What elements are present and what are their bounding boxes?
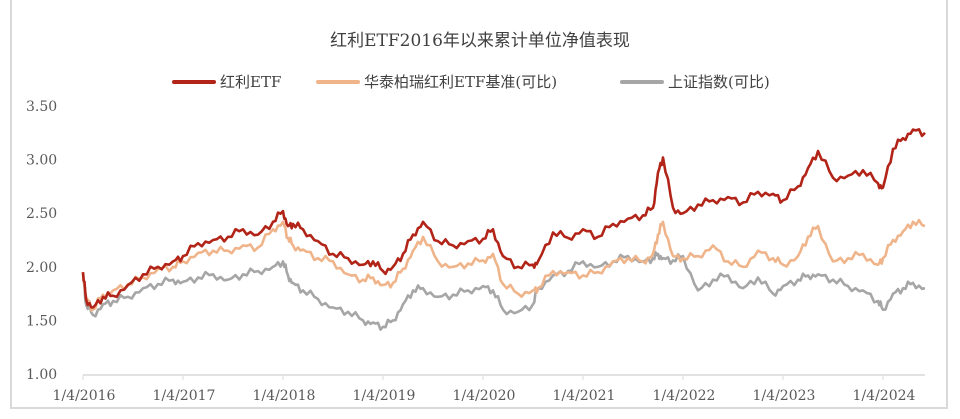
chart-legend: 红利ETF 华泰柏瑞红利ETF基准(可比) 上证指数(可比) xyxy=(0,71,960,93)
legend-item-hongli-etf: 红利ETF xyxy=(172,71,281,92)
x-tick-label: 1/4/2022 xyxy=(653,388,716,404)
y-tick-label: 1.00 xyxy=(26,367,57,383)
series-line-2 xyxy=(81,250,926,331)
legend-item-benchmark: 华泰柏瑞红利ETF基准(可比) xyxy=(316,71,557,92)
y-tick-label: 3.00 xyxy=(26,153,57,169)
y-tick-label: 3.50 xyxy=(26,99,57,115)
y-tick-label: 1.50 xyxy=(26,313,57,329)
y-axis: 3.50 3.00 2.50 2.00 1.50 1.00 xyxy=(26,99,57,383)
series-line-0 xyxy=(81,128,926,309)
x-tick-label: 1/4/2018 xyxy=(253,388,316,404)
x-tick-label: 1/4/2024 xyxy=(853,388,916,404)
x-tick-label: 1/4/2019 xyxy=(353,388,416,404)
legend-label: 华泰柏瑞红利ETF基准(可比) xyxy=(364,73,558,91)
series-line-1 xyxy=(81,218,926,312)
chart-title: 红利ETF2016年以来累计单位净值表现 xyxy=(330,31,630,51)
legend-item-shanghai-index: 上证指数(可比) xyxy=(620,71,770,92)
legend-label: 上证指数(可比) xyxy=(668,73,770,91)
x-tick-label: 1/4/2021 xyxy=(553,388,616,404)
x-tick-label: 1/4/2020 xyxy=(453,388,516,404)
legend-swatch-hongli-etf xyxy=(172,79,216,84)
legend-label: 红利ETF xyxy=(220,73,282,91)
legend-swatch-benchmark xyxy=(316,79,360,84)
y-tick-label: 2.50 xyxy=(26,206,57,222)
chart-frame xyxy=(10,0,948,409)
x-axis: 1/4/2016 1/4/2017 1/4/2018 1/4/2019 1/4/2020… xyxy=(53,374,925,404)
series-lines xyxy=(81,128,926,331)
legend-swatch-shanghai-index xyxy=(620,79,664,84)
y-tick-label: 2.00 xyxy=(26,260,57,276)
x-tick-label: 1/4/2016 xyxy=(53,388,116,404)
x-tick-label: 1/4/2017 xyxy=(153,388,216,404)
x-tick-label: 1/4/2023 xyxy=(753,388,816,404)
